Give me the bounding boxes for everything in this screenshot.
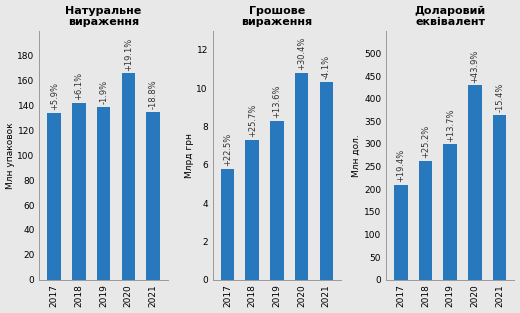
Bar	[394, 185, 408, 280]
Bar	[319, 81, 333, 280]
Bar	[468, 85, 482, 280]
Text: +6.1%: +6.1%	[74, 72, 83, 100]
Title: Грошове
вираження: Грошове вираження	[241, 6, 313, 27]
Bar	[221, 169, 235, 280]
Bar	[444, 144, 457, 280]
Text: +19.4%: +19.4%	[396, 149, 406, 182]
Bar	[295, 73, 308, 280]
Text: -18.8%: -18.8%	[149, 80, 158, 109]
Text: +22.5%: +22.5%	[223, 133, 232, 166]
Text: +43.9%: +43.9%	[471, 49, 479, 83]
Text: +30.4%: +30.4%	[297, 37, 306, 70]
Y-axis label: Млн упаковок: Млн упаковок	[6, 122, 15, 188]
Title: Доларовий
еквівалент: Доларовий еквівалент	[415, 6, 486, 27]
Text: +25.2%: +25.2%	[421, 125, 430, 158]
Y-axis label: Млрд грн: Млрд грн	[185, 133, 193, 178]
Text: -15.4%: -15.4%	[495, 83, 504, 112]
Bar	[72, 103, 86, 280]
Text: +19.1%: +19.1%	[124, 37, 133, 71]
Title: Натуральне
вираження: Натуральне вираження	[66, 6, 142, 27]
Bar	[146, 112, 160, 280]
Text: -4.1%: -4.1%	[322, 55, 331, 79]
Text: +13.7%: +13.7%	[446, 108, 455, 142]
Text: -1.9%: -1.9%	[99, 80, 108, 104]
Text: +13.6%: +13.6%	[272, 85, 281, 118]
Bar	[245, 140, 259, 280]
Text: +25.7%: +25.7%	[248, 104, 257, 137]
Bar	[419, 161, 433, 280]
Bar	[97, 107, 110, 280]
Text: +5.9%: +5.9%	[50, 82, 59, 110]
Bar	[493, 115, 506, 280]
Bar	[47, 113, 61, 280]
Y-axis label: Млн дол.: Млн дол.	[352, 134, 361, 177]
Bar	[270, 121, 284, 280]
Bar	[122, 73, 135, 280]
